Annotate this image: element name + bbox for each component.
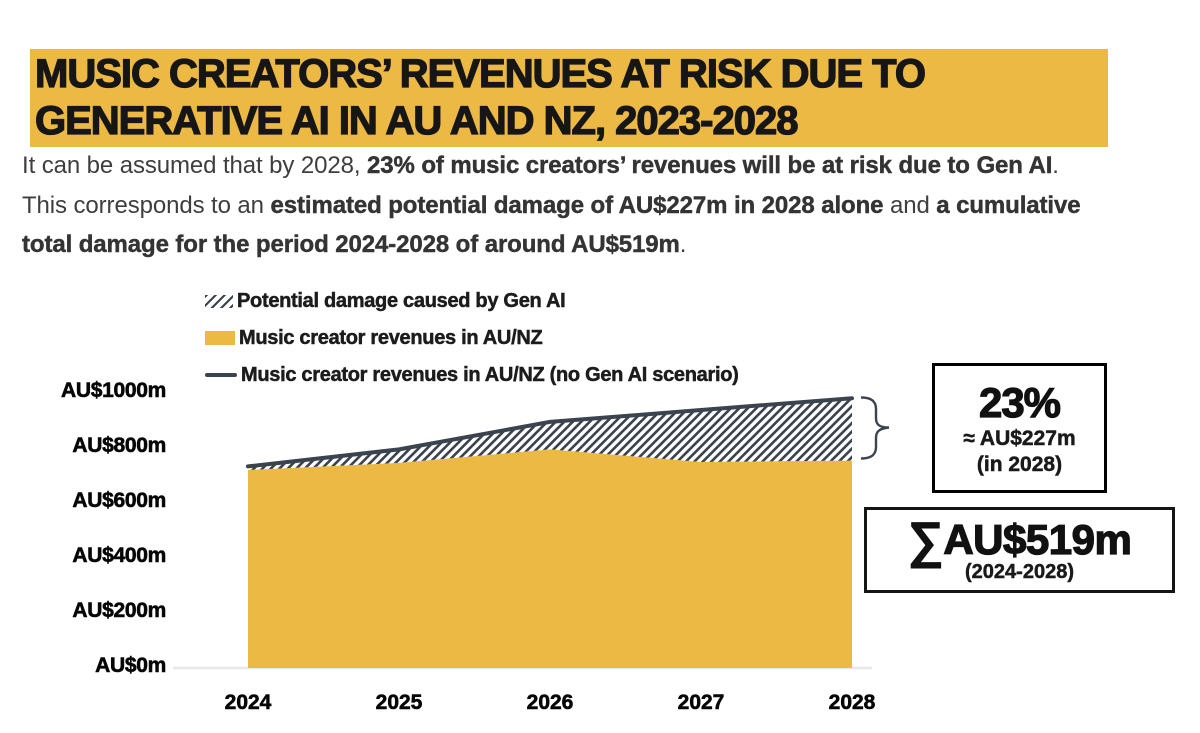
legend-label: Music creator revenues in AU/NZ bbox=[239, 326, 543, 349]
no-genai-line bbox=[246, 396, 854, 469]
x-tick-label: 2026 bbox=[526, 691, 574, 715]
chart-legend: Potential damage caused by Gen AI Music … bbox=[205, 289, 739, 401]
cumulative-damage-callout: ∑ AU$519m (2024-2028) bbox=[864, 507, 1175, 593]
y-tick-label: AU$0m bbox=[95, 654, 167, 678]
damage-2028-callout: 23% ≈ AU$227m (in 2028) bbox=[932, 363, 1107, 493]
cumulative-value: AU$519m bbox=[943, 516, 1133, 563]
damage-amount: ≈ AU$227m bbox=[963, 426, 1076, 450]
damage-year: (in 2028) bbox=[976, 452, 1063, 476]
damage-percent: 23% bbox=[978, 378, 1061, 426]
revenue-area bbox=[248, 449, 852, 668]
legend-item-no-genai: Music creator revenues in AU/NZ (no Gen … bbox=[205, 363, 739, 386]
page-title-line1: MUSIC CREATORS’ REVENUES AT RISK DUE TO bbox=[34, 51, 926, 96]
x-tick-label: 2027 bbox=[677, 691, 725, 715]
hatch-swatch-icon bbox=[205, 294, 233, 308]
x-tick-label: 2024 bbox=[224, 691, 272, 715]
y-tick-label: AU$1000m bbox=[61, 379, 167, 403]
cumulative-period: (2024-2028) bbox=[965, 561, 1074, 584]
y-tick-label: AU$400m bbox=[72, 544, 167, 568]
legend-label: Potential damage caused by Gen AI bbox=[237, 289, 566, 312]
y-tick-label: AU$800m bbox=[72, 434, 167, 458]
x-tick-label: 2025 bbox=[375, 691, 423, 715]
y-tick-label: AU$600m bbox=[72, 489, 167, 513]
legend-item-revenues: Music creator revenues in AU/NZ bbox=[205, 326, 739, 349]
line-swatch-icon bbox=[205, 373, 237, 377]
x-tick-label: 2028 bbox=[828, 691, 876, 715]
sigma-icon: ∑ bbox=[907, 512, 944, 568]
cumulative-amount: ∑ AU$519m bbox=[907, 512, 1133, 568]
intro-paragraph: It can be assumed that by 2028, 23% of m… bbox=[22, 152, 1081, 258]
legend-item-damage: Potential damage caused by Gen AI bbox=[205, 289, 739, 312]
damage-hatch-area bbox=[248, 398, 852, 470]
page-title: MUSIC CREATORS’ REVENUES AT RISK DUE TO … bbox=[30, 49, 1108, 145]
brace-icon bbox=[860, 396, 890, 460]
title-band: MUSIC CREATORS’ REVENUES AT RISK DUE TO … bbox=[30, 49, 1108, 147]
page-title-line2: GENERATIVE AI IN AU AND NZ, 2023-2028 bbox=[34, 98, 799, 143]
y-tick-label: AU$200m bbox=[72, 599, 167, 623]
revenue-swatch-icon bbox=[205, 331, 235, 345]
legend-label: Music creator revenues in AU/NZ (no Gen … bbox=[241, 363, 739, 386]
